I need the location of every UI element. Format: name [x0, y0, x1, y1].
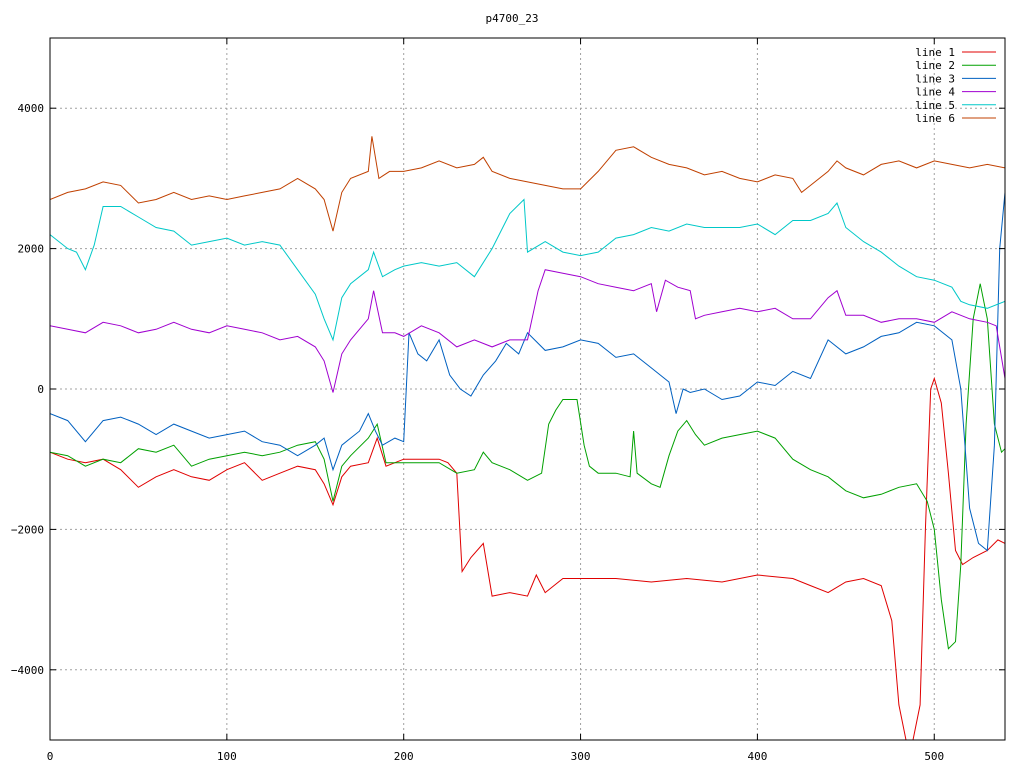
y-tick-label: 0: [37, 383, 44, 396]
y-tick-label: 4000: [18, 102, 45, 115]
x-tick-label: 100: [217, 750, 237, 763]
series-line-2: [50, 283, 1005, 650]
series-line-6: [50, 136, 1005, 232]
series-line-1: [50, 376, 1005, 740]
plot-series: [50, 136, 1005, 740]
series-line-5: [50, 198, 1005, 342]
legend-label: line 5: [915, 99, 955, 112]
x-tick-label: 500: [924, 750, 944, 763]
chart-title: p4700_23: [486, 12, 539, 25]
x-tick-label: 200: [394, 750, 414, 763]
legend-label: line 1: [915, 46, 955, 59]
x-tick-label: 400: [747, 750, 767, 763]
x-tick-label: 300: [571, 750, 591, 763]
legend-label: line 6: [915, 112, 955, 125]
y-tick-label: −2000: [11, 523, 44, 536]
y-tick-label: 2000: [18, 243, 45, 256]
legend-label: line 4: [915, 86, 955, 99]
series-line-3: [50, 192, 1005, 552]
x-tick-label: 0: [47, 750, 54, 763]
grid: [50, 38, 1005, 740]
legend-label: line 2: [915, 59, 955, 72]
axis-ticks: 0 100 200 300 400 500 −4000 −2000 0 2000 4000: [11, 38, 1005, 763]
series-line-4: [50, 269, 1005, 393]
y-tick-label: −4000: [11, 664, 44, 677]
legend-label: line 3: [915, 72, 955, 85]
